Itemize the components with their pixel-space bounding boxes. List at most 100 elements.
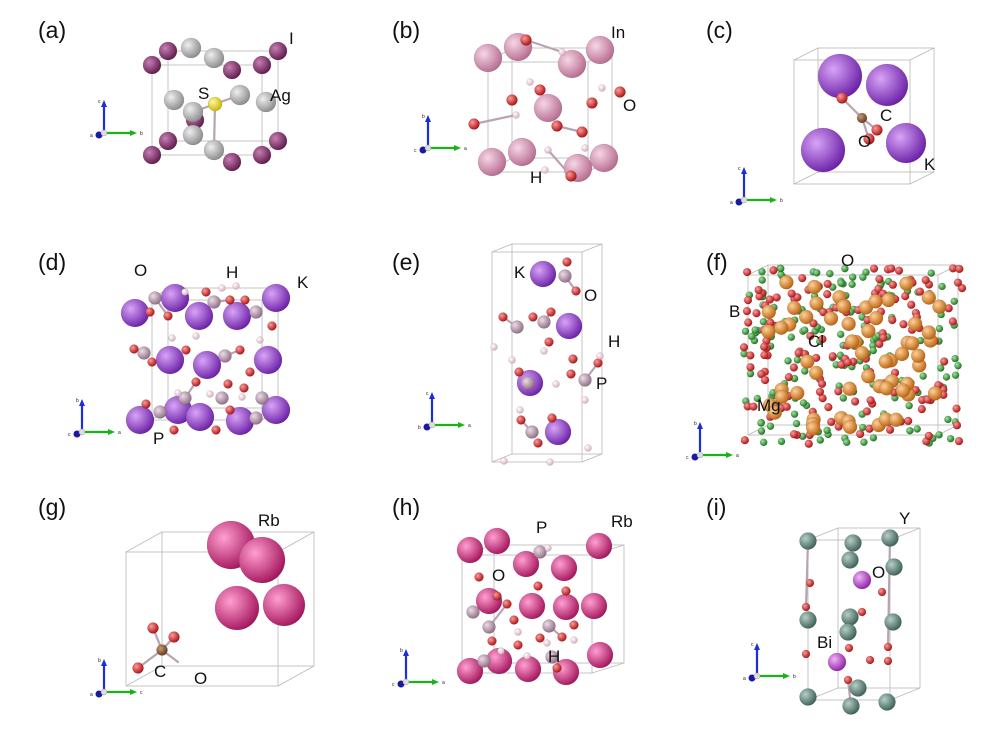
atom-o-g (147, 622, 159, 634)
atom-o-c (863, 133, 875, 145)
atom-cl-f (854, 345, 870, 361)
atom-cl-f (800, 354, 815, 369)
atom-h-d (238, 393, 246, 401)
element-label-g-c: C (154, 662, 166, 681)
atom-cl-f (860, 369, 876, 384)
atom-rb-h (514, 655, 542, 683)
atom-b-f (950, 297, 959, 306)
axis-origin-label: b (418, 425, 421, 431)
atom-b-f (800, 326, 809, 334)
atom-o-h (533, 581, 543, 591)
atom-cl-f (842, 419, 858, 435)
atom-in-b (557, 49, 587, 79)
atom-rb-h (456, 536, 484, 564)
atom-in-b (477, 147, 507, 177)
atom-b-f (859, 273, 867, 282)
atom-o-f (818, 334, 827, 344)
atom-o-f (793, 293, 802, 302)
atom-o-f (746, 362, 755, 372)
atom-o-f (742, 267, 752, 277)
atom-o-d (147, 357, 157, 367)
axis-right-label: a (736, 453, 739, 459)
atom-o-f (752, 308, 761, 318)
atom-k-c (800, 127, 846, 173)
atom-o-i (865, 655, 875, 665)
atom-o-f (749, 402, 758, 411)
atom-o-f (834, 387, 843, 396)
atom-h-h (544, 544, 552, 552)
axis-up-label: b (98, 658, 101, 664)
element-label-i-y: Y (899, 509, 910, 528)
panel-label-g: (g) (38, 494, 66, 520)
panel-label-e: (e) (392, 249, 420, 275)
atom-o-f (952, 404, 961, 413)
atom-cl-f (921, 325, 937, 340)
atom-cl-f (767, 405, 783, 420)
atom-h-e (596, 352, 604, 360)
atom-o-d (211, 425, 221, 435)
element-label-d-p: P (153, 429, 164, 448)
atom-cl-f (798, 309, 814, 325)
atom-o-f (888, 315, 897, 325)
axis-right-label: a (468, 423, 471, 429)
atom-b-f (759, 438, 768, 447)
atom-o-d (225, 405, 235, 415)
atom-o-f (817, 379, 827, 389)
atom-k-d (261, 395, 291, 425)
atom-h-b (512, 111, 520, 119)
atom-ag-a (203, 139, 225, 161)
atom-o-i (805, 578, 815, 588)
atom-b-f (869, 433, 878, 442)
atom-y-i (799, 611, 817, 629)
atom-h-b (526, 78, 534, 86)
atom-rb-g (262, 583, 306, 627)
atom-cl-f (879, 381, 894, 396)
atom-b-f (906, 426, 914, 435)
axis-origin-label: c (414, 148, 417, 154)
atom-o-f (739, 343, 749, 352)
atom-o-h (535, 633, 545, 643)
element-label-e-k: K (514, 263, 526, 282)
atom-o-f (782, 402, 791, 412)
atom-o-f (784, 372, 794, 382)
atom-y-i (841, 608, 859, 626)
atom-o-i (883, 656, 893, 666)
atom-b-f (751, 326, 760, 334)
atom-h-e (581, 396, 589, 404)
atom-cl-f (841, 316, 856, 332)
atom-h-h (514, 628, 522, 636)
atom-y-i (799, 532, 817, 550)
atom-o-d (169, 425, 179, 435)
atom-b-f (848, 280, 856, 289)
atom-b-f (776, 264, 785, 273)
atom-o-f (789, 363, 799, 372)
atom-o-f (742, 306, 752, 316)
atom-i-a (158, 41, 178, 61)
atom-in-b (473, 43, 503, 73)
panel-label-a: (a) (38, 17, 66, 43)
axis-right-label: c (140, 690, 143, 696)
atom-o-f (759, 342, 769, 351)
atom-o-b (468, 118, 480, 130)
atom-b-f (816, 436, 825, 444)
atom-o-g (132, 662, 144, 674)
atom-ag-a (180, 37, 202, 59)
atom-i-a (142, 55, 162, 75)
atom-b-f (935, 430, 943, 439)
atom-o-f (879, 333, 888, 343)
atom-rb-g (238, 536, 286, 584)
atom-p-e (537, 315, 551, 329)
atom-cl-f (861, 323, 876, 339)
atom-o-f (957, 283, 967, 293)
atom-o-f (819, 307, 828, 317)
atom-p-d (153, 405, 167, 419)
atom-o-e (528, 312, 538, 322)
element-label-g-o: O (194, 669, 207, 688)
atom-cl-f (888, 412, 904, 428)
atom-o-h (509, 615, 519, 625)
atom-o-i (843, 675, 853, 685)
atom-p-h (466, 605, 480, 619)
atom-p-h (533, 545, 547, 559)
atom-o-f (740, 435, 750, 445)
atom-y-i (839, 623, 857, 641)
